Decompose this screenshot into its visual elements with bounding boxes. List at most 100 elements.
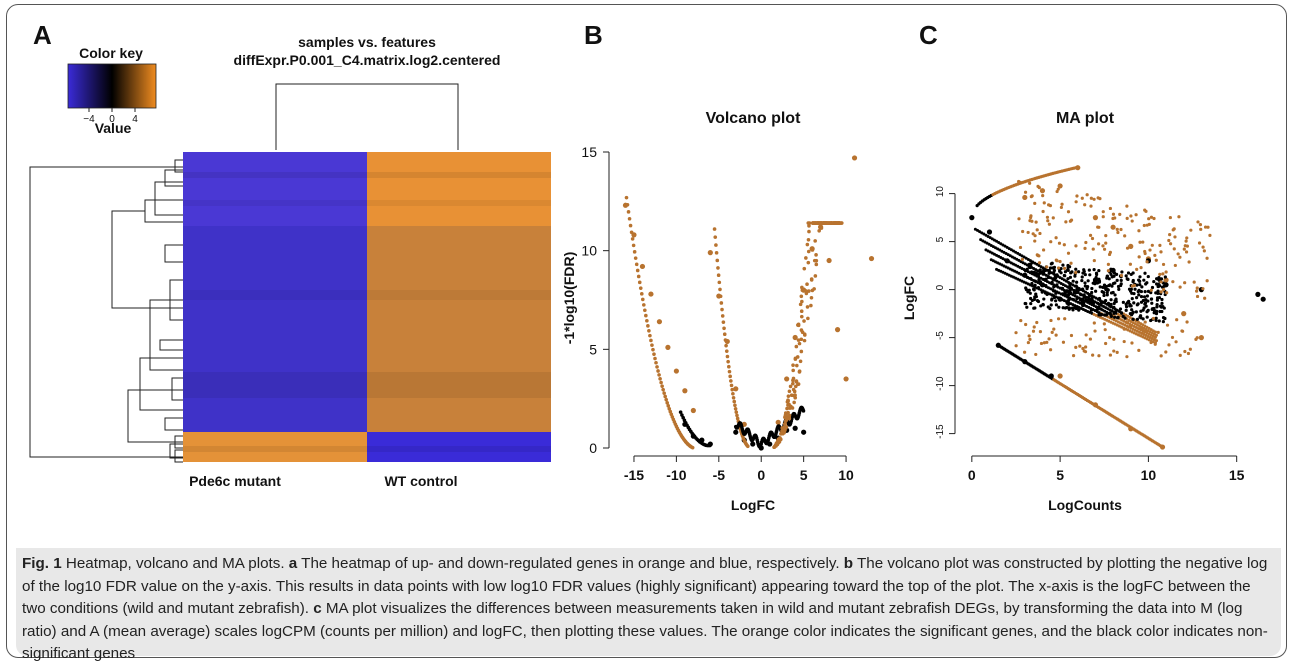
ma-point xyxy=(1031,232,1035,236)
volcano-point-significant xyxy=(651,347,655,352)
ma-point xyxy=(1081,303,1085,307)
ma-point xyxy=(1060,286,1064,290)
volcano-x-tick-label: -10 xyxy=(666,467,686,483)
ma-point xyxy=(1082,349,1086,353)
ma-point xyxy=(1139,316,1143,320)
ma-point xyxy=(1046,219,1050,223)
volcano-point-significant xyxy=(660,384,664,388)
volcano-point-significant xyxy=(804,256,808,260)
volcano-point-significant xyxy=(730,387,735,392)
ma-point xyxy=(1194,337,1198,341)
volcano-point-significant xyxy=(624,195,629,200)
volcano-point-significant xyxy=(630,237,635,241)
ma-point xyxy=(1116,316,1120,320)
ma-point xyxy=(1171,280,1175,284)
ma-point xyxy=(1146,274,1150,279)
volcano-point-significant xyxy=(811,221,815,225)
ma-point xyxy=(1139,289,1143,294)
ma-point xyxy=(1083,295,1087,300)
ma-point xyxy=(1104,287,1108,292)
ma-point xyxy=(1033,201,1037,205)
ma-point xyxy=(1108,335,1112,340)
ma-point xyxy=(1034,295,1038,299)
ma-point xyxy=(1125,355,1129,359)
ma-point xyxy=(1198,222,1203,227)
ma-x-tick-label: 10 xyxy=(1141,467,1157,483)
ma-point xyxy=(1035,320,1039,325)
volcano-point-significant xyxy=(665,401,670,405)
ma-point xyxy=(1105,293,1109,297)
ma-point xyxy=(1196,220,1200,224)
ma-point xyxy=(1050,293,1054,297)
ma-point xyxy=(1127,300,1131,304)
volcano-point-nonsignificant xyxy=(801,429,807,435)
volcano-point-significant xyxy=(797,370,802,374)
volcano-point-significant xyxy=(835,221,840,225)
ma-point xyxy=(1097,305,1101,309)
ma-point xyxy=(1074,345,1078,349)
ma-point xyxy=(1168,242,1173,246)
ma-point xyxy=(1080,196,1084,200)
volcano-point-significant xyxy=(652,352,656,356)
ma-point xyxy=(1158,309,1162,314)
ma-point xyxy=(1171,228,1175,232)
ma-point xyxy=(1052,295,1057,300)
ma-point xyxy=(1085,287,1089,291)
ma-point xyxy=(1051,277,1055,281)
panel-a-letter: A xyxy=(33,20,52,50)
ma-point xyxy=(1089,300,1093,305)
ma-point xyxy=(1038,268,1042,272)
ma-point xyxy=(1032,306,1036,310)
ma-point xyxy=(1082,293,1086,297)
volcano-point-significant xyxy=(791,368,795,373)
volcano-point-significant xyxy=(650,343,654,347)
ma-point-significant xyxy=(1057,373,1063,379)
ma-point xyxy=(1108,206,1112,211)
ma-point xyxy=(1092,268,1096,272)
volcano-point-significant xyxy=(733,386,739,392)
ma-point xyxy=(1073,274,1077,278)
volcano-point-nonsignificant xyxy=(792,425,798,431)
ma-point xyxy=(1153,342,1157,346)
volcano-point-significant xyxy=(639,263,646,270)
volcano-point-significant xyxy=(803,333,807,337)
volcano-y-tick-label: 10 xyxy=(581,243,597,259)
ma-point xyxy=(1059,205,1063,210)
ma-point xyxy=(1176,252,1180,256)
ma-point xyxy=(1052,271,1056,275)
ma-point xyxy=(1168,215,1172,220)
ma-point xyxy=(1202,249,1206,253)
volcano-x-tick-label: -15 xyxy=(624,467,644,483)
ma-point xyxy=(1049,240,1053,244)
ma-point xyxy=(1140,285,1144,289)
ma-point xyxy=(1150,285,1155,290)
ma-point xyxy=(1109,298,1113,302)
ma-point xyxy=(1029,195,1033,199)
volcano-x-tick-label: 10 xyxy=(838,467,854,483)
ma-point xyxy=(1045,340,1049,344)
ma-point xyxy=(1031,329,1036,333)
volcano-point-significant xyxy=(716,273,721,278)
ma-point-significant xyxy=(1181,311,1187,317)
ma-point xyxy=(1025,305,1029,309)
ma-point xyxy=(1154,316,1158,320)
ma-point xyxy=(1103,328,1107,332)
volcano-point-significant xyxy=(802,319,806,323)
ma-point xyxy=(1104,241,1108,245)
ma-point xyxy=(1152,216,1156,221)
ma-point xyxy=(1150,301,1154,305)
ma-point-significant xyxy=(1163,277,1169,283)
ma-point xyxy=(1153,253,1157,257)
ma-point xyxy=(1109,272,1113,276)
ma-point xyxy=(1074,284,1078,288)
ma-point xyxy=(1112,311,1116,316)
volcano-point-significant xyxy=(796,323,800,327)
ma-point xyxy=(1125,204,1129,208)
ma-point xyxy=(1066,299,1070,303)
ma-point xyxy=(1023,301,1027,306)
volcano-point-significant xyxy=(727,369,732,374)
ma-point xyxy=(1147,217,1151,221)
ma-point xyxy=(1034,352,1038,357)
ma-point xyxy=(1100,290,1104,294)
ma-point xyxy=(1138,283,1142,287)
